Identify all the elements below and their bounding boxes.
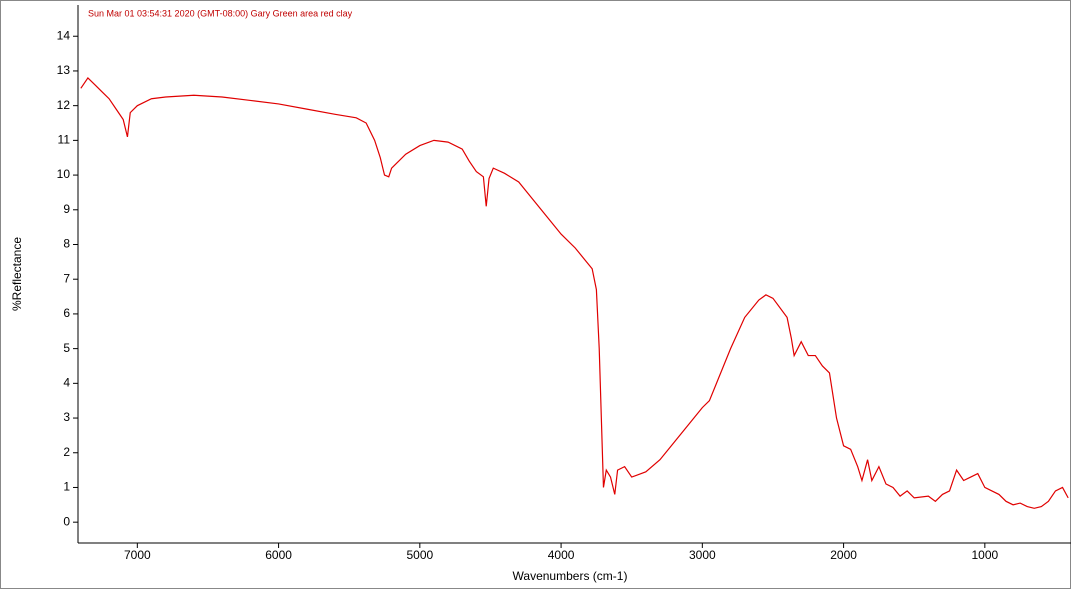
y-tick-label: 3 [63,410,70,424]
y-tick-label: 0 [63,514,70,528]
y-tick-label: 11 [58,133,71,147]
y-tick-label: 14 [57,28,71,42]
y-tick-label: 5 [63,341,70,355]
x-tick-label: 3000 [689,548,716,562]
y-tick-label: 7 [63,271,70,285]
y-tick-label: 8 [63,237,70,251]
y-tick-label: 13 [57,63,71,77]
y-tick-label: 9 [63,202,70,216]
spectrum-line [80,76,1069,509]
y-tick-label: 1 [63,480,70,494]
x-tick-label: 6000 [265,548,292,562]
x-tick-label: 4000 [548,548,575,562]
x-tick-label: 7000 [124,548,151,562]
y-axis-label: %Reflectance [10,237,24,311]
x-axis-label: Wavenumbers (cm-1) [513,569,628,583]
x-tick-label: 2000 [830,548,857,562]
y-tick-label: 6 [63,306,70,320]
x-tick-label: 5000 [406,548,433,562]
y-tick-label: 12 [57,98,71,112]
chart-title: Sun Mar 01 03:54:31 2020 (GMT-08:00) Gar… [88,8,353,18]
y-tick-label: 2 [63,445,70,459]
y-tick-label: 4 [63,376,70,390]
x-tick-label: 1000 [971,548,998,562]
y-tick-label: 10 [57,167,71,181]
